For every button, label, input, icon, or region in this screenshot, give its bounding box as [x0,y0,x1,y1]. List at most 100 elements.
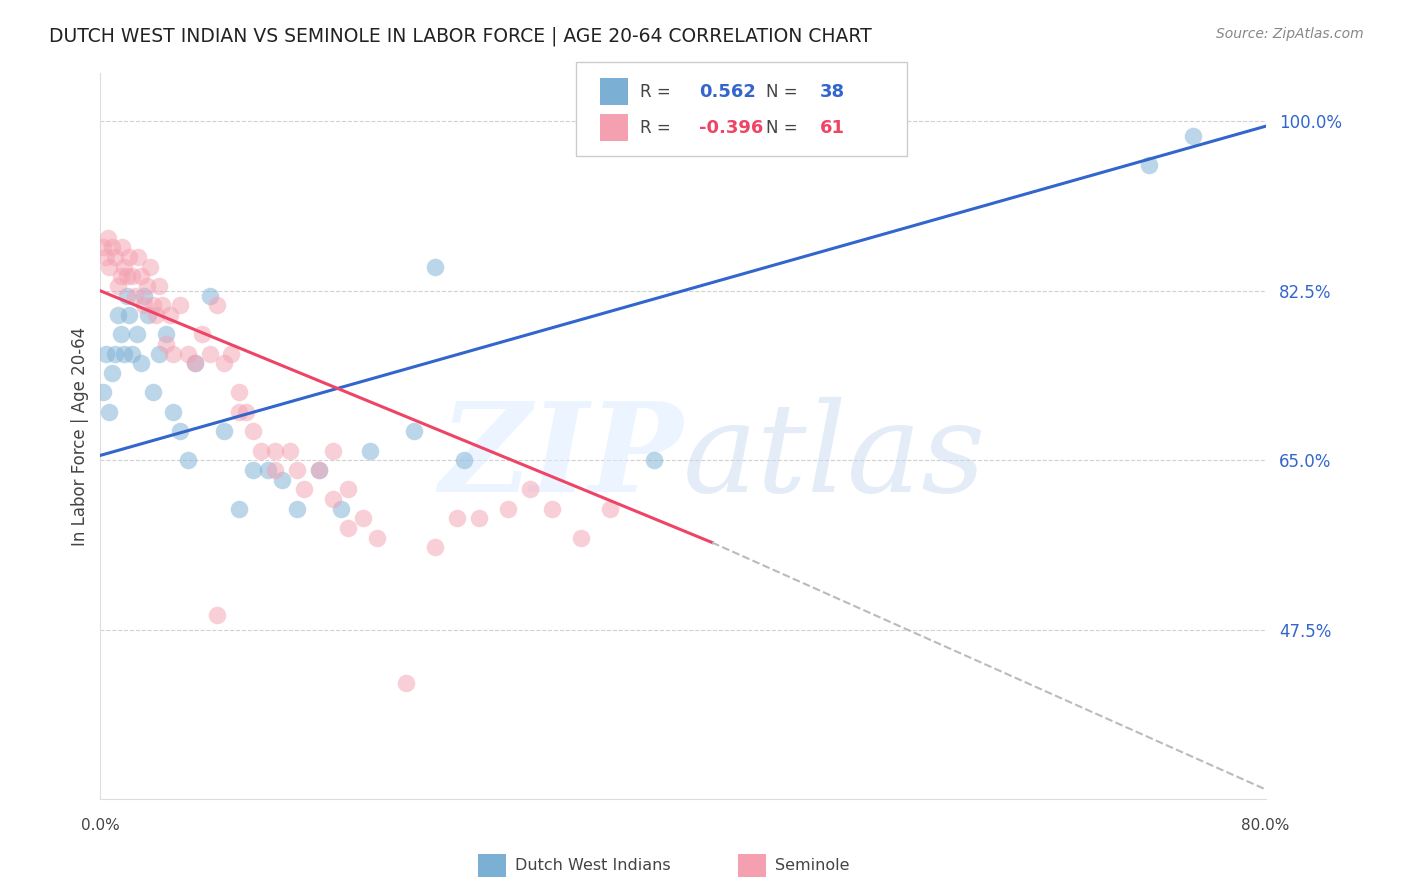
Point [541,501,564,516]
Point [138,308,160,322]
Text: 61: 61 [820,119,845,136]
Text: 80.0%: 80.0% [1241,819,1289,833]
Point [198,347,221,361]
Point [139,260,162,274]
Point [402,424,425,438]
Point [352,511,374,525]
Point [599,501,621,516]
Point [91,385,114,400]
Point [115,288,138,302]
Point [98,260,121,274]
Point [446,511,468,525]
Point [184,356,207,370]
Point [468,511,491,525]
Point [1137,158,1160,172]
Text: 38: 38 [820,83,845,101]
Point [198,288,221,302]
Point [519,483,541,497]
Point [308,463,330,477]
Point [205,608,228,623]
Point [169,424,191,438]
Point [336,521,359,535]
Point [112,260,135,274]
Point [177,453,200,467]
Point [148,279,170,293]
Point [107,308,129,322]
Point [162,405,184,419]
Point [366,531,388,545]
Point [118,250,141,264]
Point [148,347,170,361]
Point [453,453,475,467]
Point [162,347,184,361]
Point [285,463,308,477]
Point [425,260,447,274]
Point [97,230,120,244]
Point [96,250,118,264]
Point [322,491,344,506]
Point [145,308,167,322]
Text: N =: N = [766,119,803,136]
Point [257,463,280,477]
Point [111,240,134,254]
Point [308,463,330,477]
Point [359,443,381,458]
Point [142,298,165,312]
Point [101,366,124,380]
Point [142,385,165,400]
Text: 0.0%: 0.0% [82,819,120,833]
Point [643,453,665,467]
Text: ZIP: ZIP [439,397,683,518]
Point [264,463,287,477]
Point [395,676,418,690]
Point [121,347,143,361]
Point [129,269,152,284]
Text: -0.396: -0.396 [699,119,763,136]
Point [205,298,228,312]
Point [110,269,132,284]
Text: N =: N = [766,83,803,101]
Text: DUTCH WEST INDIAN VS SEMINOLE IN LABOR FORCE | AGE 20-64 CORRELATION CHART: DUTCH WEST INDIAN VS SEMINOLE IN LABOR F… [49,27,872,46]
Point [191,327,214,342]
Text: Seminole: Seminole [775,858,849,872]
Point [169,298,191,312]
Point [155,337,177,351]
Point [115,269,138,284]
Point [184,356,207,370]
Point [336,483,359,497]
Point [212,356,235,370]
Point [278,443,301,458]
Point [110,327,132,342]
Point [127,250,149,264]
Point [228,405,250,419]
Point [221,347,243,361]
Text: 0.562: 0.562 [699,83,755,101]
Point [98,405,121,419]
Point [235,405,257,419]
Point [121,269,143,284]
Point [159,308,181,322]
Point [107,279,129,293]
Text: Source: ZipAtlas.com: Source: ZipAtlas.com [1216,27,1364,41]
Text: R =: R = [640,119,676,136]
Point [242,463,264,477]
Point [177,347,200,361]
Point [118,308,141,322]
Point [228,385,250,400]
Point [132,288,155,302]
Point [150,298,173,312]
Point [271,473,294,487]
Text: R =: R = [640,83,676,101]
Point [136,279,159,293]
Point [124,288,146,302]
Point [129,356,152,370]
Point [242,424,264,438]
Point [155,327,177,342]
Point [285,501,308,516]
Point [104,250,127,264]
Point [569,531,592,545]
Point [228,501,250,516]
Text: Dutch West Indians: Dutch West Indians [515,858,671,872]
Point [329,501,352,516]
Point [425,541,447,555]
